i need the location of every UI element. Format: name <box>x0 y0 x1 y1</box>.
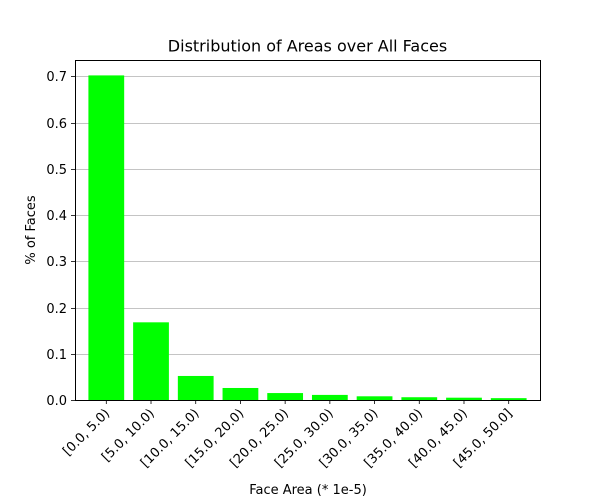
bar <box>490 398 527 400</box>
y-tick-label: 0.4 <box>46 209 67 224</box>
y-tick-label: 0.0 <box>46 394 67 409</box>
y-tick-label: 0.2 <box>46 302 67 317</box>
bar <box>446 397 482 400</box>
y-tick-label: 0.1 <box>46 348 67 363</box>
y-tick-label: 0.7 <box>46 70 67 85</box>
y-axis-label: % of Faces <box>24 195 39 265</box>
bar <box>267 393 304 400</box>
bar <box>401 397 438 400</box>
chart-title: Distribution of Areas over All Faces <box>168 37 447 56</box>
bars <box>88 75 527 401</box>
y-tick-label: 0.3 <box>46 255 67 270</box>
plot-frame <box>75 60 541 401</box>
bar <box>222 387 259 400</box>
bar <box>177 375 214 400</box>
bar <box>356 396 393 400</box>
bar <box>133 322 169 400</box>
x-axis-label: Face Area (* 1e-5) <box>249 483 367 498</box>
bar <box>311 394 348 400</box>
bar <box>88 75 125 401</box>
y-axis: 0.0 0.1 0.2 0.3 0.4 0.5 0.6 0.7 <box>46 70 75 409</box>
y-tick-label: 0.6 <box>46 117 67 132</box>
y-tick-label: 0.5 <box>46 163 67 178</box>
